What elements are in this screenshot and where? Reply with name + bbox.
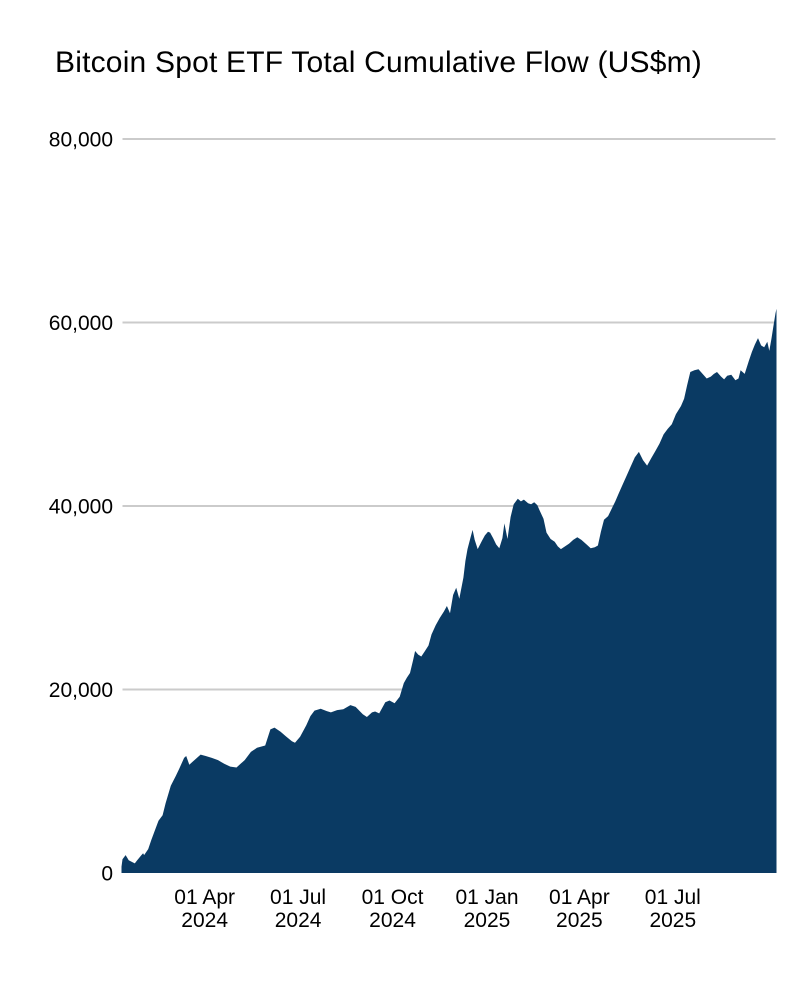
x-axis-label-year: 2025 [649, 909, 696, 932]
x-axis-label: 01 Apr [174, 886, 235, 909]
y-axis-label: 20,000 [49, 679, 113, 702]
x-axis-label: 01 Jul [645, 886, 701, 909]
x-axis-label: 01 Jul [270, 886, 326, 909]
x-axis-label-year: 2024 [369, 909, 416, 932]
x-axis-label-year: 2025 [556, 909, 603, 932]
chart-title: Bitcoin Spot ETF Total Cumulative Flow (… [55, 46, 702, 79]
x-axis-label-year: 2024 [275, 909, 322, 932]
y-axis-label: 0 [101, 862, 113, 885]
x-axis-label: 01 Oct [362, 886, 424, 909]
area-series-total-cumulative-flow [121, 308, 777, 873]
x-axis-label-year: 2024 [181, 909, 228, 932]
y-axis-label: 60,000 [49, 312, 113, 335]
x-axis-label: 01 Apr [549, 886, 610, 909]
y-axis-label: 40,000 [49, 495, 113, 518]
x-axis-label: 01 Jan [455, 886, 518, 909]
y-axis-label: 80,000 [49, 128, 113, 151]
x-axis-label-year: 2025 [464, 909, 511, 932]
